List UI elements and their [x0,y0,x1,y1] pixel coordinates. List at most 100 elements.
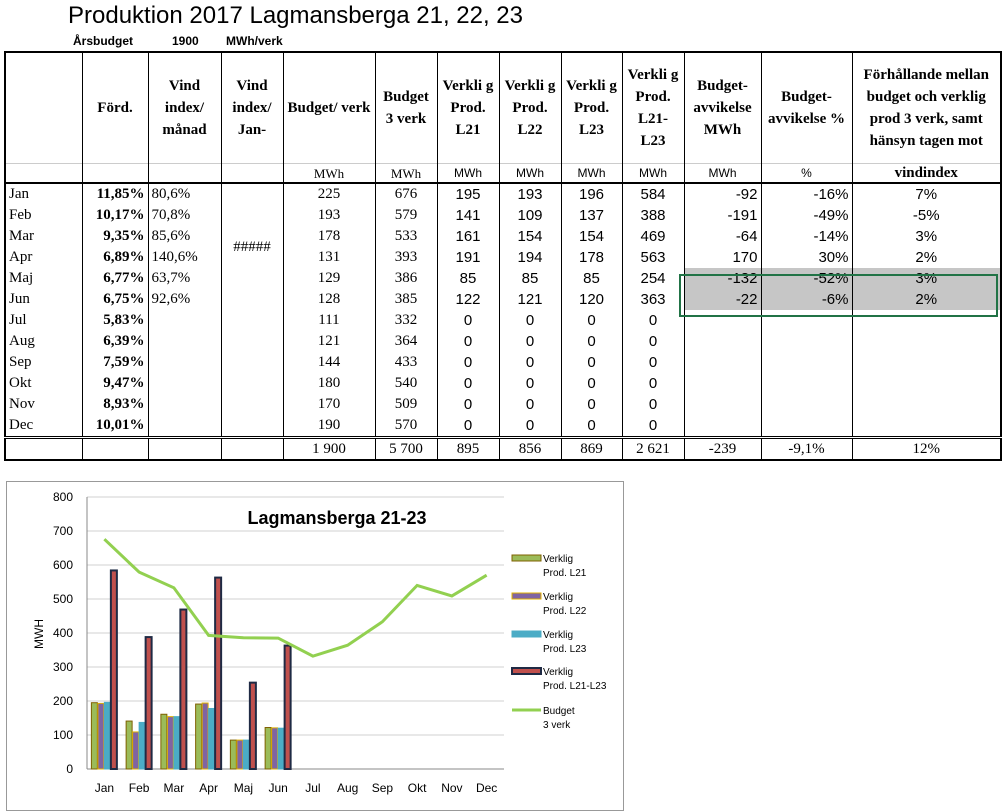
vind-cell[interactable]: 63,7% [147,268,222,289]
ford-cell[interactable]: 9,47% [81,373,149,394]
l21-cell[interactable]: 0 [436,310,500,331]
month-cell[interactable]: Dec [4,415,83,438]
budget-verk-cell[interactable]: 170 [282,394,376,415]
l21-23-cell[interactable]: 0 [621,352,685,373]
budget-verk-cell[interactable]: 180 [282,373,376,394]
budget-verk-cell[interactable]: 144 [282,352,376,373]
l21-23-cell[interactable]: 563 [621,247,685,268]
vind-cell[interactable]: 80,6% [147,183,222,205]
ford-cell[interactable]: 7,59% [81,352,149,373]
l23-cell[interactable]: 120 [560,289,623,310]
budget-3-cell[interactable]: 676 [374,183,438,205]
header-forh[interactable]: Förhållande mellan budget och verklig pr… [851,51,1002,164]
avv-pct-cell[interactable]: 30% [760,247,853,268]
bar[interactable] [242,739,250,770]
ford-cell[interactable]: 10,17% [81,205,149,226]
vind-jan-cell[interactable] [220,331,284,352]
avv-pct-cell[interactable] [760,373,853,394]
unit-l21-23[interactable]: MWh [621,163,685,184]
l22-cell[interactable]: 193 [498,183,562,205]
production-chart[interactable]: Lagmansberga 21-23 MWH Jan Feb Mar Apr Maj Ju… [6,481,624,811]
unit-budget-3[interactable]: MWh [374,163,438,184]
total-am-cell[interactable]: -239 [683,436,762,461]
bar[interactable] [208,707,216,770]
l22-cell[interactable]: 85 [498,268,562,289]
budget-line[interactable] [103,538,488,658]
bar[interactable] [90,702,98,770]
ford-cell[interactable]: 11,85% [81,183,149,205]
bar[interactable] [125,720,133,770]
vind-cell[interactable] [147,415,222,438]
l22-cell[interactable]: 0 [498,331,562,352]
month-cell[interactable]: Feb [4,205,83,226]
bar[interactable] [144,636,153,770]
avv-mwh-cell[interactable]: -22 [683,289,762,310]
budget-verk-cell[interactable]: 131 [282,247,376,268]
l21-23-cell[interactable]: 584 [621,183,685,205]
budget-verk-cell[interactable]: 190 [282,415,376,438]
forh-cell[interactable] [851,352,1002,373]
bar[interactable] [138,721,146,770]
ford-cell[interactable]: 10,01% [81,415,149,438]
l21-cell[interactable]: 85 [436,268,500,289]
unit-cell[interactable] [220,163,284,184]
total-empty-cell[interactable] [81,436,149,461]
l21-23-cell[interactable]: 254 [621,268,685,289]
total-fh-cell[interactable]: 12% [851,436,1002,461]
vind-cell[interactable] [147,352,222,373]
vind-cell[interactable] [147,331,222,352]
bar[interactable] [160,713,168,770]
unit-l21[interactable]: MWh [436,163,500,184]
budget-3-cell[interactable]: 579 [374,205,438,226]
vind-cell[interactable]: 92,6% [147,289,222,310]
avv-pct-cell[interactable] [760,394,853,415]
bar[interactable] [173,716,181,770]
ford-cell[interactable]: 8,93% [81,394,149,415]
unit-cell[interactable] [4,163,83,184]
avv-mwh-cell[interactable] [683,331,762,352]
unit-l23[interactable]: MWh [560,163,623,184]
l21-23-cell[interactable]: 0 [621,415,685,438]
avv-pct-cell[interactable] [760,310,853,331]
l21-cell[interactable]: 122 [436,289,500,310]
vind-jan-cell[interactable] [220,373,284,394]
forh-cell[interactable] [851,310,1002,331]
avv-mwh-cell[interactable]: -92 [683,183,762,205]
month-cell[interactable]: Jul [4,310,83,331]
month-cell[interactable]: Jun [4,289,83,310]
header-l23[interactable]: Verkli g Prod. L23 [560,51,623,164]
ford-cell[interactable]: 5,83% [81,310,149,331]
header-l22[interactable]: Verkli g Prod. L22 [498,51,562,164]
avv-pct-cell[interactable]: -6% [760,289,853,310]
l22-cell[interactable]: 0 [498,373,562,394]
forh-cell[interactable] [851,415,1002,438]
l23-cell[interactable]: 137 [560,205,623,226]
vind-cell[interactable]: 85,6% [147,226,222,247]
l23-cell[interactable]: 154 [560,226,623,247]
avv-mwh-cell[interactable]: -191 [683,205,762,226]
bar[interactable] [229,739,237,770]
bar[interactable] [109,569,118,770]
total-lt-cell[interactable]: 2 621 [621,436,685,461]
l22-cell[interactable]: 0 [498,310,562,331]
l23-cell[interactable]: 0 [560,352,623,373]
header-vind-month[interactable]: Vind index/ månad [147,51,222,164]
l22-cell[interactable]: 194 [498,247,562,268]
l21-cell[interactable]: 0 [436,415,500,438]
l21-cell[interactable]: 191 [436,247,500,268]
l21-23-cell[interactable]: 0 [621,331,685,352]
budget-3-cell[interactable]: 540 [374,373,438,394]
l21-23-cell[interactable]: 0 [621,394,685,415]
bar[interactable] [264,727,272,770]
bar[interactable] [166,716,174,770]
budget-verk-cell[interactable]: 178 [282,226,376,247]
header-avv-pct[interactable]: Budget- avvikelse % [760,51,853,164]
total-b3-cell[interactable]: 5 700 [374,436,438,461]
l23-cell[interactable]: 196 [560,183,623,205]
unit-budget-verk[interactable]: MWh [282,163,376,184]
budget-3-cell[interactable]: 385 [374,289,438,310]
avv-pct-cell[interactable] [760,415,853,438]
l21-cell[interactable]: 141 [436,205,500,226]
l22-cell[interactable]: 121 [498,289,562,310]
unit-cell[interactable] [81,163,149,184]
